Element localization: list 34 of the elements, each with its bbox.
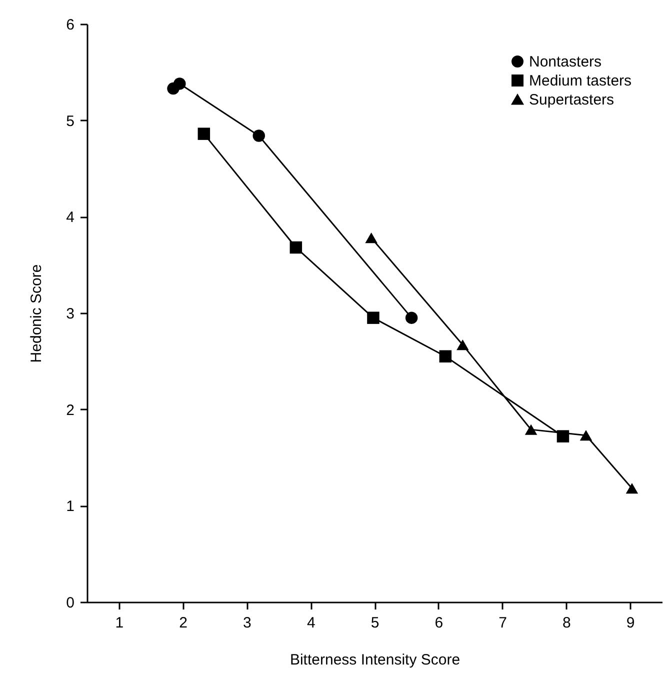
legend-label: Nontasters <box>529 54 602 70</box>
y-axis-title: Hedonic Score <box>28 264 46 363</box>
x-tick-label: 5 <box>370 614 380 632</box>
y-tick-label: 4 <box>66 209 74 226</box>
x-tick-label: 1 <box>115 614 124 632</box>
point <box>405 312 418 324</box>
point <box>290 241 302 254</box>
x-tick-label: 8 <box>562 614 571 632</box>
x-tick-label: 6 <box>434 614 444 632</box>
y-tick-label: 5 <box>66 112 74 130</box>
y-tick-label: 0 <box>66 594 74 612</box>
point <box>626 483 638 494</box>
point <box>556 430 570 442</box>
x-tick-label: 7 <box>498 614 507 632</box>
x-axis-title: Bitterness Intensity Score <box>290 652 460 668</box>
point <box>456 339 469 350</box>
x-tick-label: 2 <box>179 614 188 632</box>
point <box>439 350 452 362</box>
point <box>198 128 210 140</box>
y-tick-label: 2 <box>66 402 74 419</box>
point <box>365 232 378 244</box>
y-tick-label: 3 <box>66 306 74 322</box>
y-tick-label: 6 <box>66 16 74 34</box>
legend-label: Supertasters <box>529 92 614 108</box>
point <box>524 424 538 435</box>
x-tick-label: 3 <box>243 614 252 632</box>
point <box>367 312 380 324</box>
point <box>174 78 186 90</box>
x-tick-label: 9 <box>626 614 635 632</box>
legend-label: Medium tasters <box>529 72 632 90</box>
point <box>252 130 265 142</box>
point <box>580 430 592 441</box>
y-tick-label: 1 <box>66 498 74 516</box>
x-tick-label: 4 <box>306 614 316 632</box>
